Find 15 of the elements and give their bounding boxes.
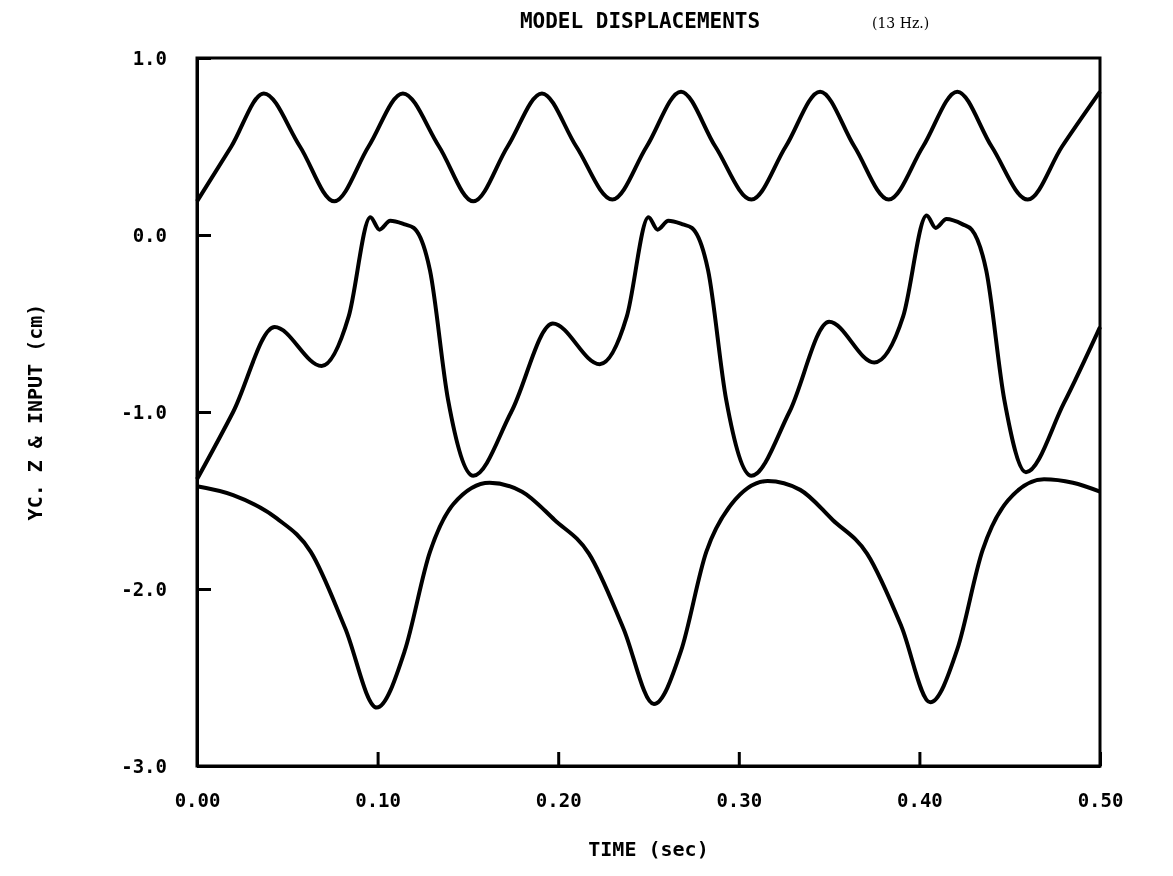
chart-subtitle: (13 Hz.) (872, 15, 930, 31)
x-tick-label: 0.00 (174, 789, 221, 812)
x-tick-label: 0.10 (355, 789, 401, 812)
y-tick-label: -1.0 (121, 400, 167, 423)
x-axis-title: TIME (sec) (588, 837, 709, 861)
x-tick-label: 0.50 (1077, 789, 1124, 812)
y-tick-label: -2.0 (121, 577, 167, 600)
x-tick-label: 0.20 (535, 789, 582, 812)
chart-title: MODEL DISPLACEMENTS (519, 9, 761, 33)
y-tick-label: 1.0 (132, 46, 167, 69)
x-tick-label: 0.40 (897, 789, 943, 812)
y-tick-label: -3.0 (121, 754, 167, 777)
y-tick-label: 0.0 (132, 223, 167, 246)
y-axis-title: YC. Z & INPUT (cm) (23, 303, 47, 521)
x-tick-label: 0.30 (716, 789, 763, 812)
